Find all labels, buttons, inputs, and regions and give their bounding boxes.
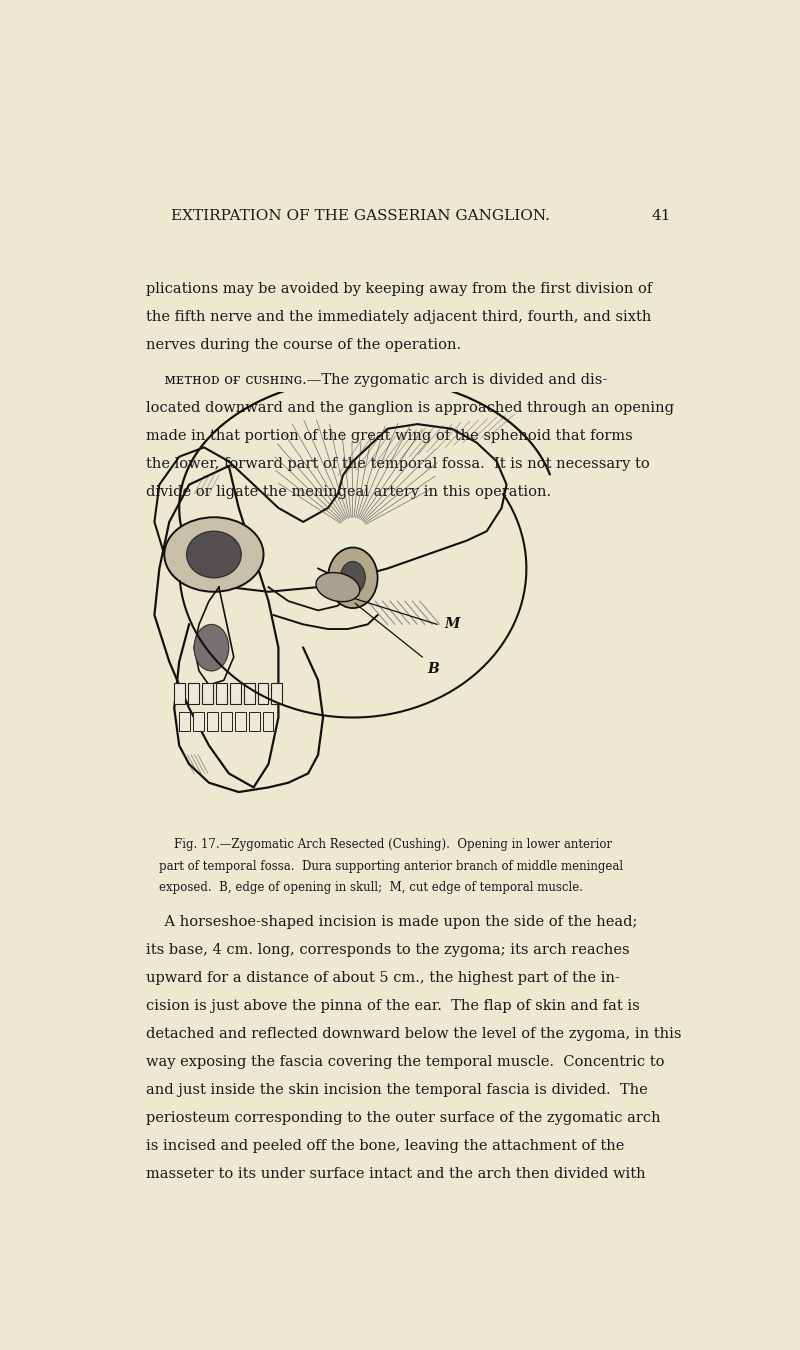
Ellipse shape — [316, 572, 360, 602]
Text: plications may be avoided by keeping away from the first division of: plications may be avoided by keeping awa… — [146, 282, 653, 296]
Text: its base, 4 cm. long, corresponds to the zygoma; its arch reaches: its base, 4 cm. long, corresponds to the… — [146, 942, 630, 957]
Text: detached and reflected downward below the level of the zygoma, in this: detached and reflected downward below th… — [146, 1027, 682, 1041]
Ellipse shape — [186, 532, 242, 578]
Text: the fifth nerve and the immediately adjacent third, fourth, and sixth: the fifth nerve and the immediately adja… — [146, 309, 652, 324]
Text: upward for a distance of about 5 cm., the highest part of the in-: upward for a distance of about 5 cm., th… — [146, 971, 620, 984]
Text: periosteum corresponding to the outer surface of the zygomatic arch: periosteum corresponding to the outer su… — [146, 1111, 661, 1125]
Text: B: B — [427, 662, 439, 675]
Text: Fig. 17.—Zygomatic Arch Resected (Cushing).  Opening in lower anterior: Fig. 17.—Zygomatic Arch Resected (Cushin… — [159, 837, 612, 850]
Text: and just inside the skin incision the temporal fascia is divided.  The: and just inside the skin incision the te… — [146, 1083, 648, 1098]
Text: cision is just above the pinna of the ear.  The flap of skin and fat is: cision is just above the pinna of the ea… — [146, 999, 640, 1012]
Bar — [249, 711, 259, 732]
Bar — [188, 683, 199, 703]
Text: made in that portion of the great wing of the sphenoid that forms: made in that portion of the great wing o… — [146, 429, 634, 443]
Text: 41: 41 — [652, 209, 671, 223]
Text: nerves during the course of the operation.: nerves during the course of the operatio… — [146, 338, 462, 352]
Bar — [193, 711, 204, 732]
Bar — [262, 711, 274, 732]
Text: way exposing the fascia covering the temporal muscle.  Concentric to: way exposing the fascia covering the tem… — [146, 1054, 665, 1069]
Text: ᴍᴇᴛʜᴏᴅ ᴏғ ᴄᴜѕʜɪɴɢ.—The zygomatic arch is divided and dis-: ᴍᴇᴛʜᴏᴅ ᴏғ ᴄᴜѕʜɪɴɢ.—The zygomatic arch is… — [146, 373, 608, 386]
Bar — [216, 683, 227, 703]
Ellipse shape — [328, 548, 378, 608]
Text: M: M — [445, 617, 460, 632]
Bar — [221, 711, 232, 732]
Text: A horseshoe-shaped incision is made upon the side of the head;: A horseshoe-shaped incision is made upon… — [146, 914, 638, 929]
Text: the lower, forward part of the temporal fossa.  It is not necessary to: the lower, forward part of the temporal … — [146, 456, 650, 471]
Text: masseter to its under surface intact and the arch then divided with: masseter to its under surface intact and… — [146, 1168, 646, 1181]
Bar — [234, 711, 246, 732]
Text: located downward and the ganglion is approached through an opening: located downward and the ganglion is app… — [146, 401, 674, 414]
Text: exposed.  B, edge of opening in skull;  M, cut edge of temporal muscle.: exposed. B, edge of opening in skull; M,… — [159, 882, 583, 895]
Bar — [244, 683, 254, 703]
Text: EXTIRPATION OF THE GASSERIAN GANGLION.: EXTIRPATION OF THE GASSERIAN GANGLION. — [171, 209, 550, 223]
Ellipse shape — [194, 624, 229, 671]
Bar — [179, 711, 190, 732]
Bar — [258, 683, 269, 703]
Ellipse shape — [341, 562, 366, 594]
Ellipse shape — [164, 517, 263, 591]
Text: divide or ligate the meningeal artery in this operation.: divide or ligate the meningeal artery in… — [146, 485, 552, 500]
Text: part of temporal fossa.  Dura supporting anterior branch of middle meningeal: part of temporal fossa. Dura supporting … — [159, 860, 623, 872]
Bar — [207, 711, 218, 732]
Bar — [174, 683, 185, 703]
Bar — [230, 683, 241, 703]
Bar — [202, 683, 213, 703]
Text: is incised and peeled off the bone, leaving the attachment of the: is incised and peeled off the bone, leav… — [146, 1139, 625, 1153]
Bar — [271, 683, 282, 703]
